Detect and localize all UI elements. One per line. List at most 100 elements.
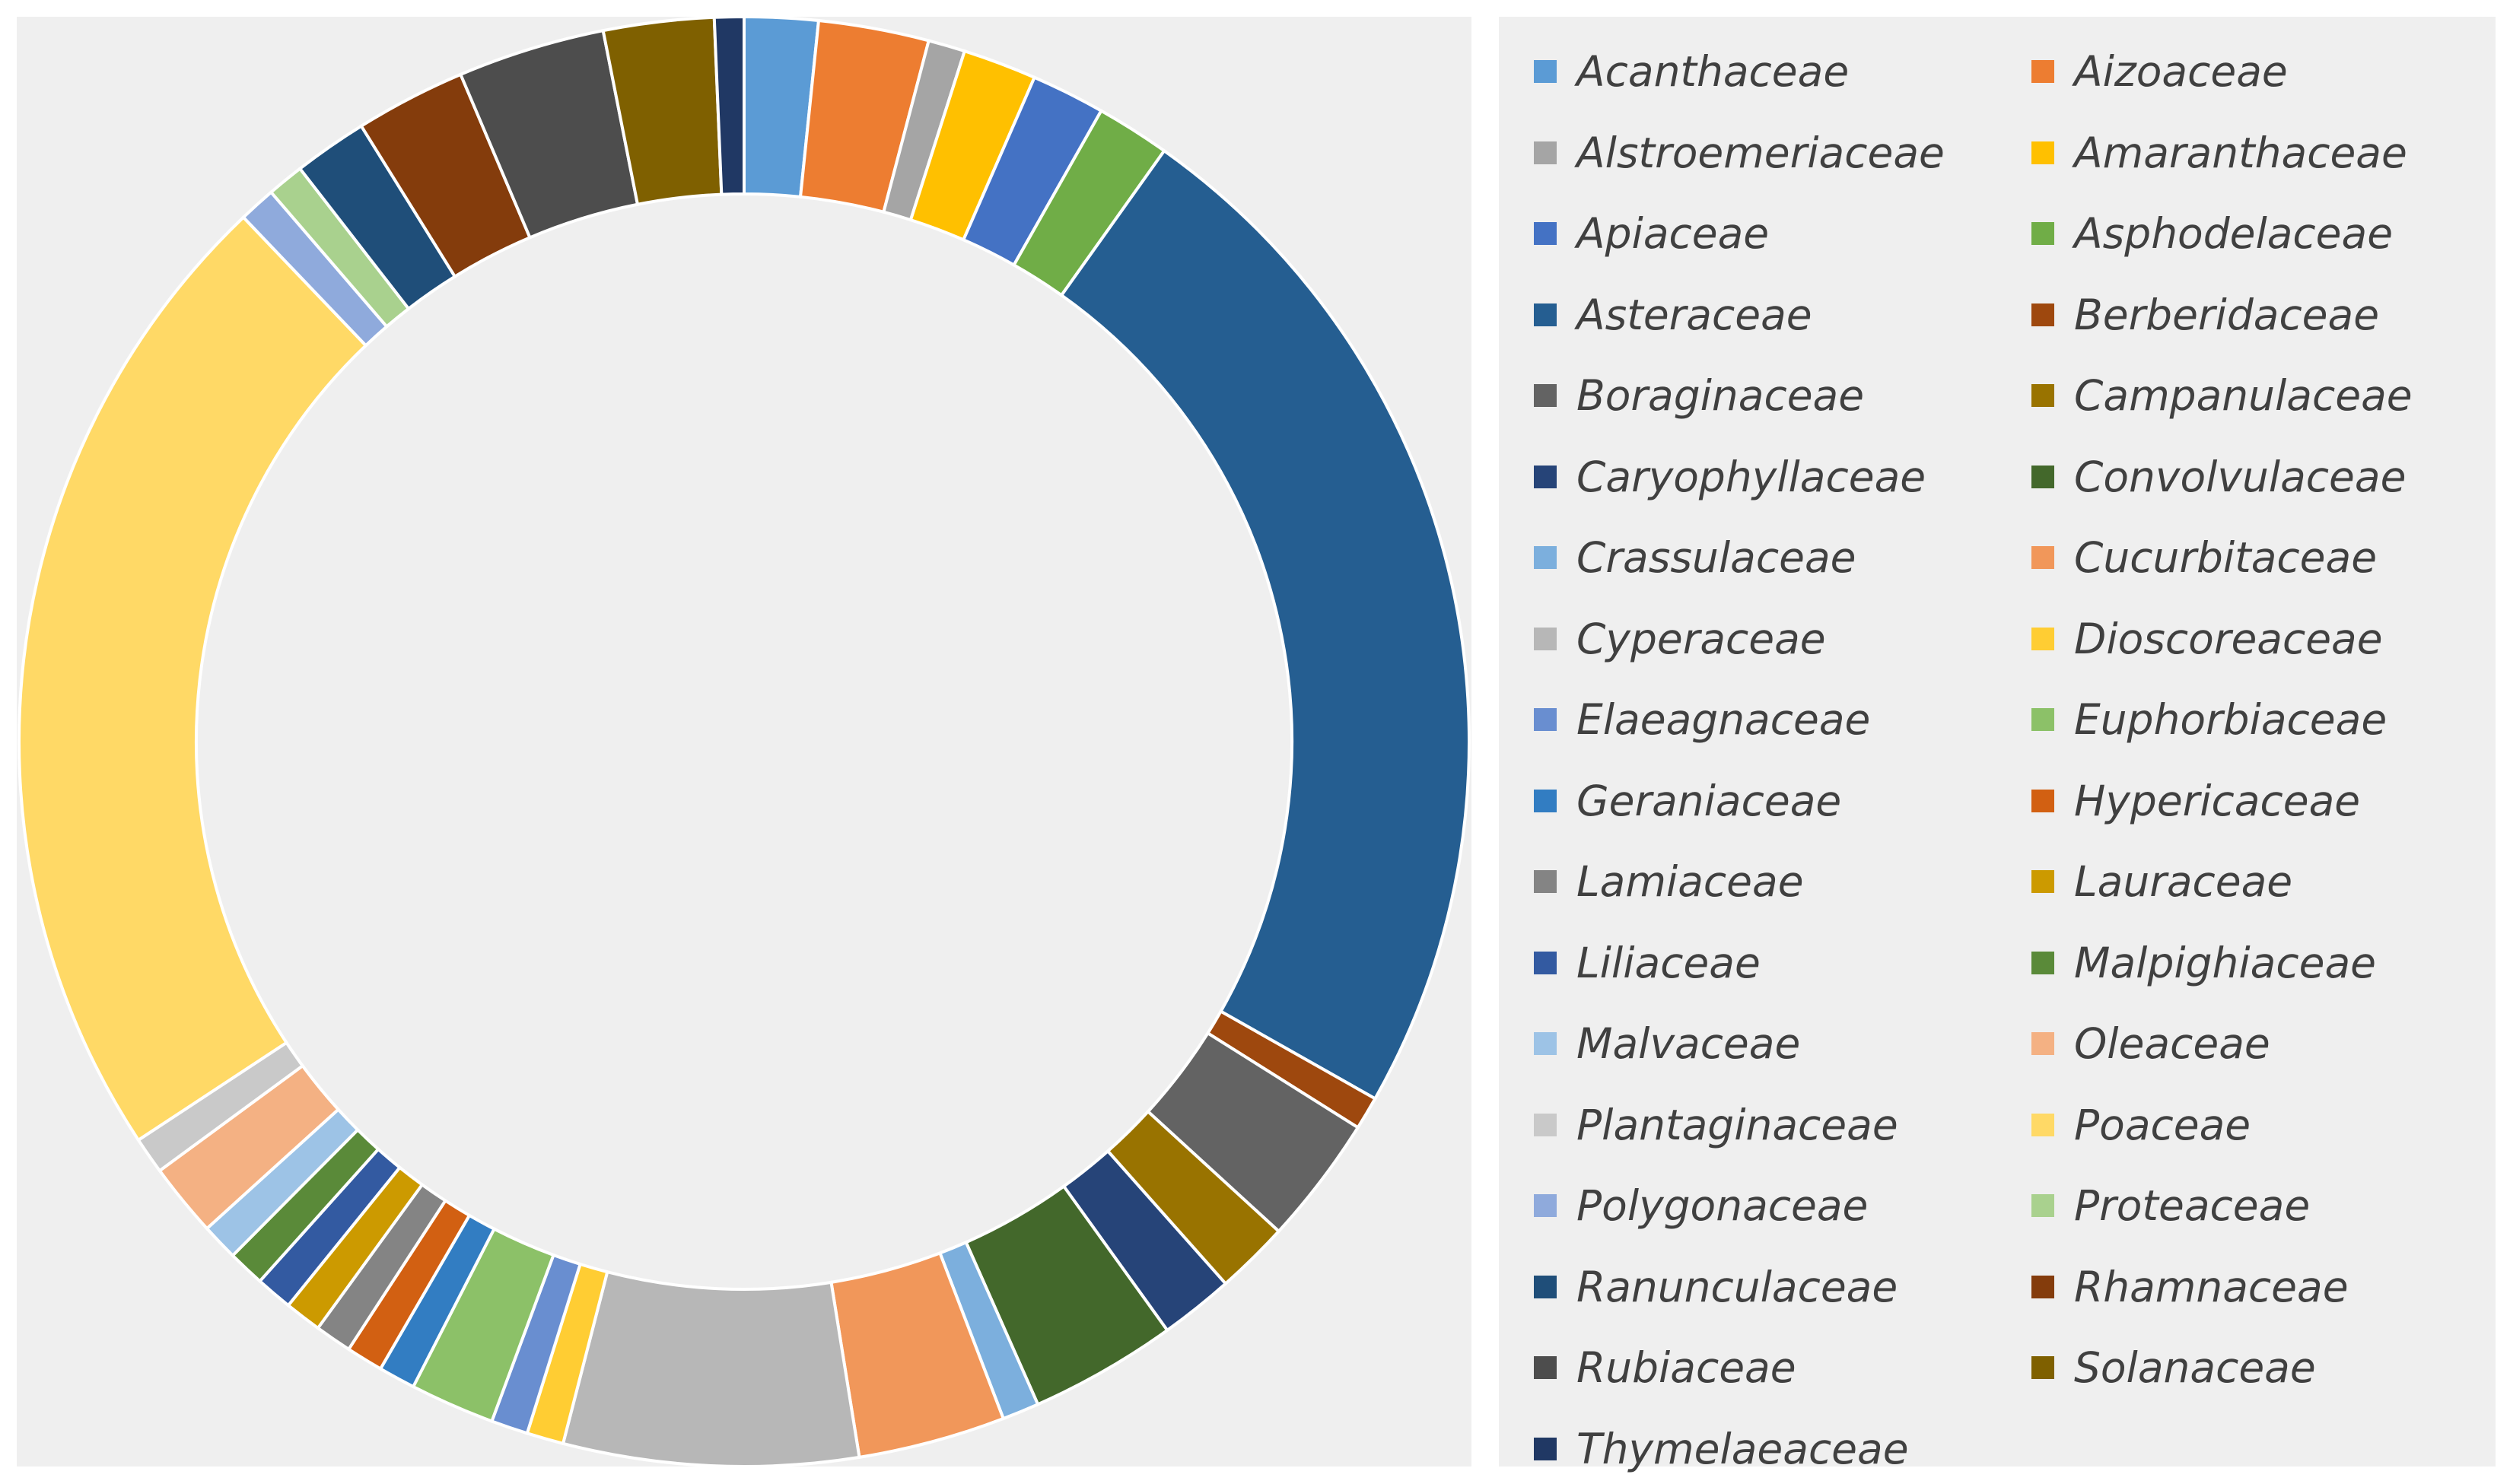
legend-item-lamiaceae: Lamiaceae xyxy=(1534,851,1804,912)
legend-swatch xyxy=(2031,708,2054,731)
legend-label: Poaceae xyxy=(2074,1100,2251,1149)
legend-item-boraginaceae: Boraginaceae xyxy=(1534,365,1864,426)
legend-swatch xyxy=(2031,627,2054,650)
legend-label: Boraginaceae xyxy=(1576,371,1865,420)
legend-item-crassulaceae: Crassulaceae xyxy=(1534,527,1856,588)
legend-item-caryophyllaceae: Caryophyllaceae xyxy=(1534,446,1926,507)
slice-asteraceae xyxy=(1059,148,1471,1101)
legend-swatch xyxy=(1534,465,1557,488)
legend-swatch xyxy=(2031,870,2054,893)
legend-item-solanaceae: Solanaceae xyxy=(2031,1337,2316,1398)
legend-swatch xyxy=(2031,60,2054,83)
legend-label: Elaeagnaceae xyxy=(1576,695,1871,744)
legend-item-cyperaceae: Cyperaceae xyxy=(1534,609,1826,669)
legend-swatch xyxy=(2031,141,2054,164)
legend-item-alstroemeriaceae: Alstroemeriaceae xyxy=(1534,122,1945,183)
legend: Acanthaceae Aizoaceae Alstroemeriaceae Amar… xyxy=(1499,17,2496,1473)
legend-item-rhamnaceae: Rhamnaceae xyxy=(2031,1257,2349,1317)
legend-item-acanthaceae: Acanthaceae xyxy=(1534,41,1849,102)
legend-label: Rubiaceae xyxy=(1576,1343,1796,1392)
legend-item-apiaceae: Apiaceae xyxy=(1534,203,1769,264)
legend-item-oleaceae: Oleaceae xyxy=(2031,1013,2270,1074)
slice-poaceae xyxy=(17,214,368,1142)
legend-swatch xyxy=(2031,1275,2054,1298)
legend-item-hypericaceae: Hypericaceae xyxy=(2031,771,2360,831)
legend-swatch xyxy=(1534,1032,1557,1055)
legend-swatch xyxy=(2031,222,2054,245)
legend-swatch xyxy=(1534,1356,1557,1379)
legend-label: Caryophyllaceae xyxy=(1576,452,1926,501)
legend-swatch xyxy=(2031,1032,2054,1055)
legend-swatch xyxy=(1534,627,1557,650)
legend-label: Acanthaceae xyxy=(1576,47,1850,96)
legend-swatch xyxy=(1534,1113,1557,1136)
legend-item-poaceae: Poaceae xyxy=(2031,1095,2251,1155)
legend-item-cucurbitaceae: Cucurbitaceae xyxy=(2031,527,2377,588)
legend-swatch xyxy=(2031,546,2054,569)
legend-item-elaeagnaceae: Elaeagnaceae xyxy=(1534,689,1870,750)
legend-item-malpighiaceae: Malpighiaceae xyxy=(2031,933,2376,993)
legend-label: Berberidaceae xyxy=(2074,290,2380,339)
legend-item-malvaceae: Malvaceae xyxy=(1534,1013,1800,1074)
legend-label: Alstroemeriaceae xyxy=(1576,128,1945,177)
legend-label: Oleaceae xyxy=(2074,1019,2270,1068)
legend-item-liliaceae: Liliaceae xyxy=(1534,933,1761,993)
legend-item-thymelaeaceae: Thymelaeaceae xyxy=(1534,1419,1909,1479)
legend-label: Malvaceae xyxy=(1576,1019,1801,1068)
legend-label: Dioscoreaceae xyxy=(2074,614,2383,663)
slice-cyperaceae xyxy=(561,1270,861,1467)
donut-chart xyxy=(17,17,1471,1467)
legend-label: Proteaceae xyxy=(2074,1181,2311,1230)
legend-item-berberidaceae: Berberidaceae xyxy=(2031,284,2379,345)
legend-label: Malpighiaceae xyxy=(2074,938,2377,987)
legend-item-plantaginaceae: Plantaginaceae xyxy=(1534,1095,1898,1155)
legend-swatch xyxy=(1534,708,1557,731)
legend-label: Cyperaceae xyxy=(1576,614,1826,663)
legend-item-geraniaceae: Geraniaceae xyxy=(1534,771,1841,831)
legend-label: Geraniaceae xyxy=(1576,776,1842,825)
legend-swatch xyxy=(1534,141,1557,164)
legend-item-ranunculaceae: Ranunculaceae xyxy=(1534,1257,1898,1317)
legend-label: Campanulaceae xyxy=(2074,371,2413,420)
legend-swatch xyxy=(1534,384,1557,407)
legend-label: Lauraceae xyxy=(2074,857,2293,906)
legend-label: Convolvulaceae xyxy=(2074,452,2407,501)
legend-label: Liliaceae xyxy=(1576,938,1761,987)
legend-item-campanulaceae: Campanulaceae xyxy=(2031,365,2413,426)
legend-item-polygonaceae: Polygonaceae xyxy=(1534,1175,1868,1236)
legend-swatch xyxy=(2031,1356,2054,1379)
legend-label: Solanaceae xyxy=(2074,1343,2316,1392)
legend-item-asteraceae: Asteraceae xyxy=(1534,284,1812,345)
legend-swatch xyxy=(1534,1194,1557,1217)
slice-thymelaeaceae xyxy=(712,17,746,196)
legend-label: Thymelaeaceae xyxy=(1576,1424,1909,1473)
legend-swatch xyxy=(2031,789,2054,812)
donut-slices xyxy=(17,17,1471,1467)
legend-label: Crassulaceae xyxy=(1576,533,1856,582)
legend-swatch xyxy=(2031,951,2054,974)
legend-label: Euphorbiaceae xyxy=(2074,695,2388,744)
legend-swatch xyxy=(1534,1275,1557,1298)
legend-item-aizoaceae: Aizoaceae xyxy=(2031,41,2288,102)
legend-item-convolvulaceae: Convolvulaceae xyxy=(2031,446,2406,507)
legend-label: Lamiaceae xyxy=(1576,857,1804,906)
legend-label: Asphodelaceae xyxy=(2074,209,2394,258)
legend-label: Hypericaceae xyxy=(2074,776,2361,825)
legend-label: Asteraceae xyxy=(1576,290,1812,339)
legend-swatch xyxy=(1534,951,1557,974)
legend-label: Apiaceae xyxy=(1576,209,1770,258)
legend-swatch xyxy=(1534,60,1557,83)
legend-label: Cucurbitaceae xyxy=(2074,533,2378,582)
legend-label: Rhamnaceae xyxy=(2074,1262,2349,1311)
legend-swatch xyxy=(1534,222,1557,245)
legend-item-rubiaceae: Rubiaceae xyxy=(1534,1337,1796,1398)
legend-label: Aizoaceae xyxy=(2074,47,2288,96)
legend-swatch xyxy=(2031,1113,2054,1136)
legend-swatch xyxy=(2031,303,2054,326)
legend-swatch xyxy=(1534,546,1557,569)
chart-panel xyxy=(17,17,1471,1467)
legend-swatch xyxy=(2031,384,2054,407)
legend-label: Plantaginaceae xyxy=(1576,1100,1898,1149)
legend-swatch xyxy=(1534,303,1557,326)
legend-label: Ranunculaceae xyxy=(1576,1262,1898,1311)
